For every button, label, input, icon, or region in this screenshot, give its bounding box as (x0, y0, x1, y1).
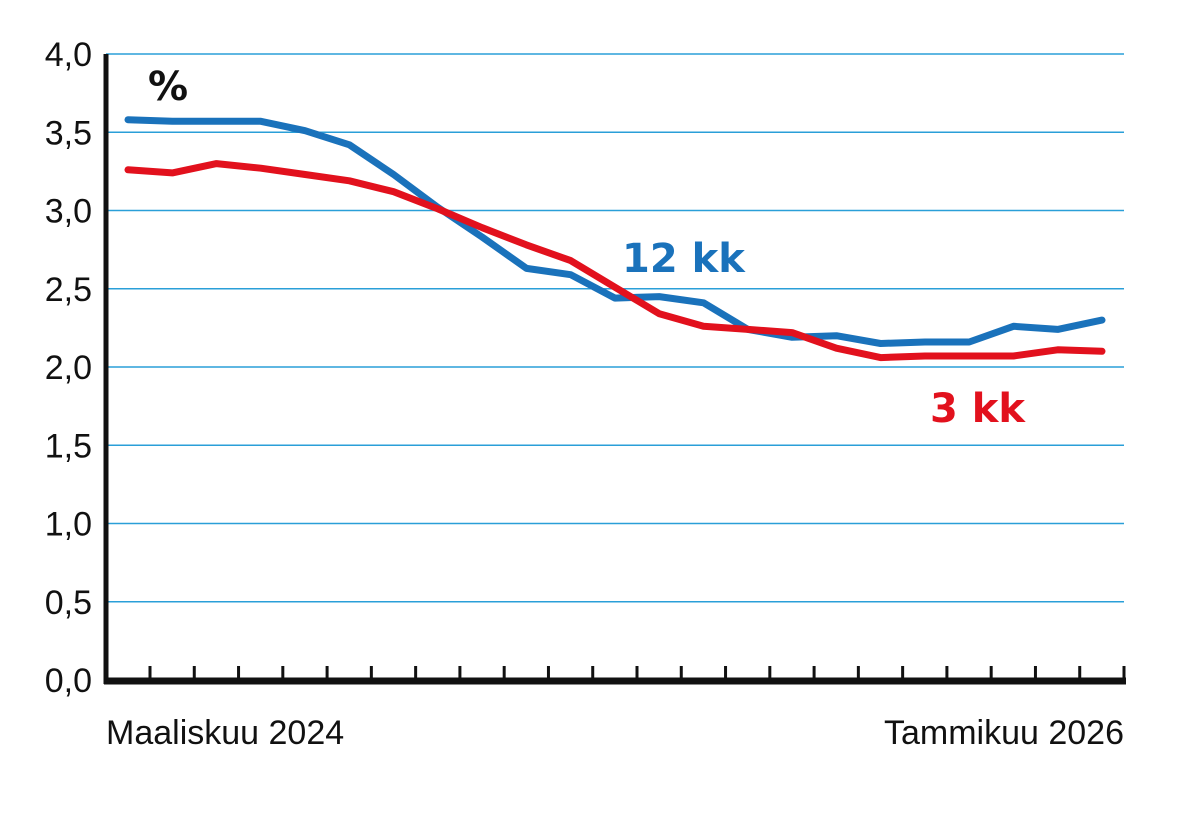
series-line-3kk (124, 160, 1106, 362)
y-tick-label: 3,5 (45, 114, 92, 152)
y-tick-label: 1,0 (45, 506, 92, 544)
y-tick-label: 2,5 (45, 271, 92, 309)
y-axis-tick-labels: 0,0 0,5 1,0 1,5 2,0 2,5 3,0 3,5 4,0 (45, 36, 92, 700)
series-label-3kk: 3 kk (930, 386, 1026, 432)
y-tick-label: 4,0 (45, 36, 92, 74)
series-lines (124, 116, 1106, 362)
axes (103, 54, 1126, 685)
x-axis-start-label: Maaliskuu 2024 (106, 714, 344, 752)
y-tick-label: 1,5 (45, 427, 92, 465)
y-tick-label: 2,0 (45, 349, 92, 387)
series-label-12kk: 12 kk (622, 236, 746, 282)
y-tick-label: 0,5 (45, 584, 92, 622)
x-axis-end-label: Tammikuu 2026 (884, 714, 1124, 752)
y-axis-unit-label: % (148, 64, 188, 110)
gridlines (106, 53, 1124, 603)
y-tick-label: 0,0 (45, 662, 92, 700)
y-tick-label: 3,0 (45, 193, 92, 231)
series-line-12kk (124, 116, 1106, 347)
